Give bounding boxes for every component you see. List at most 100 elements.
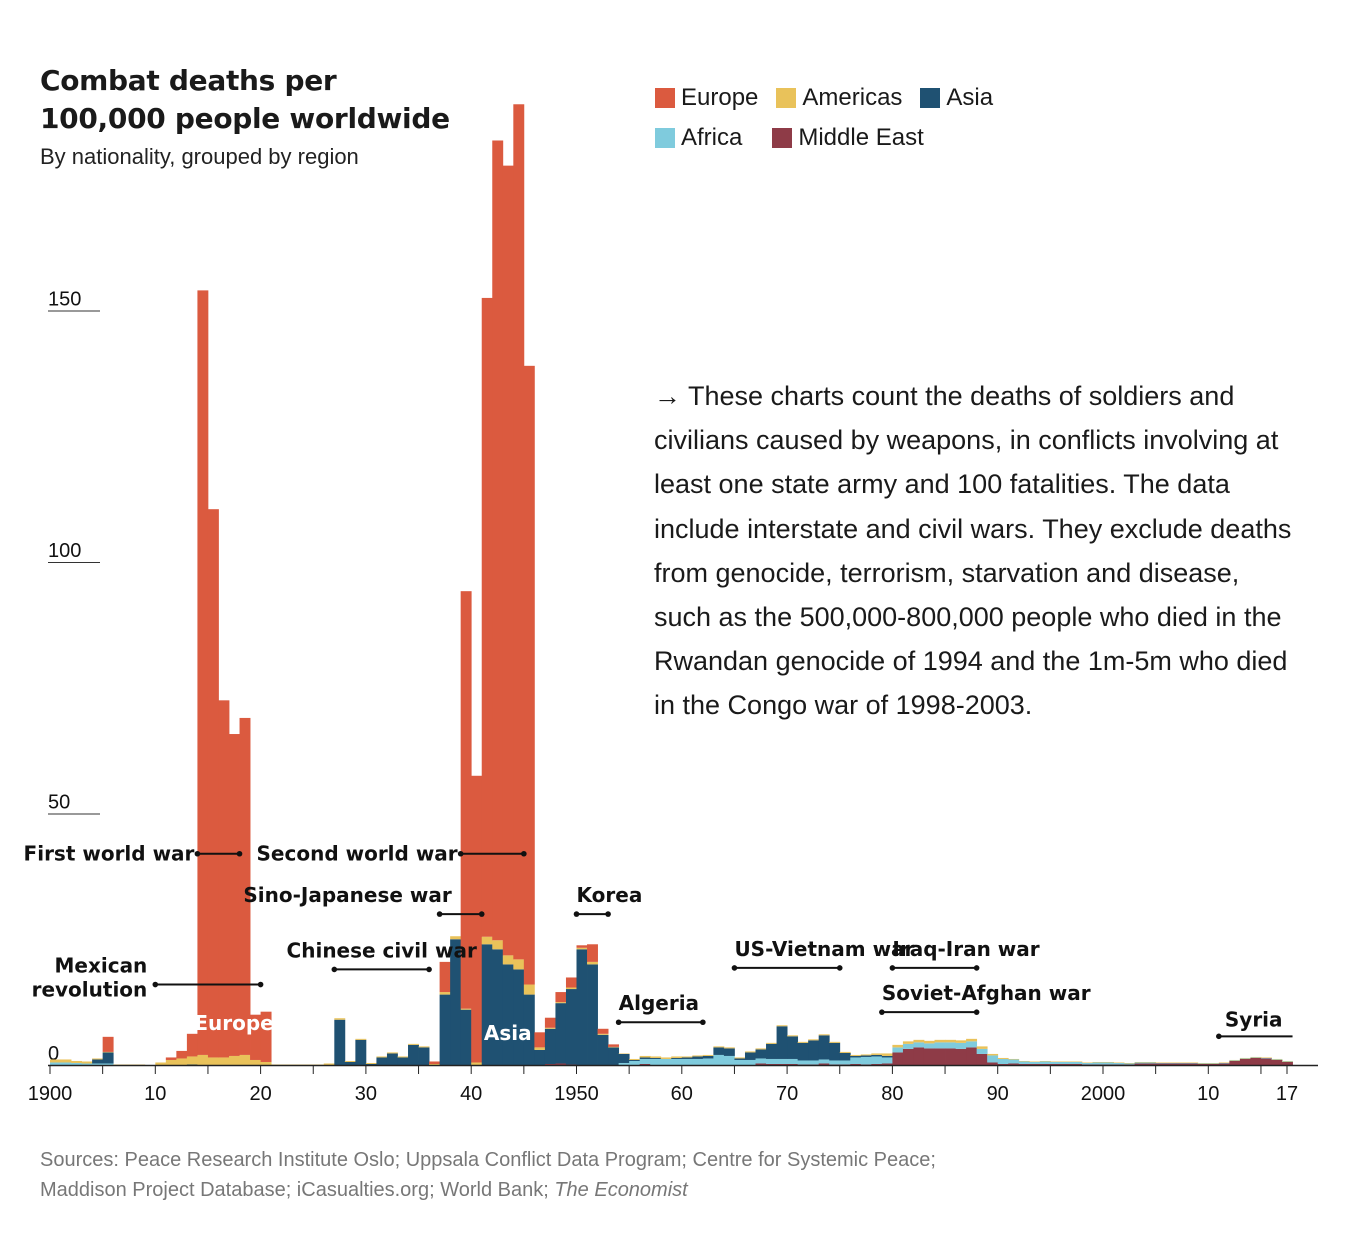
bar-americas xyxy=(818,1034,830,1036)
bar-middle-east xyxy=(1208,1063,1220,1065)
bar-americas xyxy=(1071,1061,1083,1062)
bar-americas xyxy=(1008,1058,1020,1060)
bar-americas xyxy=(618,1053,630,1054)
bar-americas xyxy=(629,1058,641,1060)
bar-americas xyxy=(639,1055,651,1058)
x-tick-label: 1950 xyxy=(554,1083,599,1105)
bar-asia xyxy=(639,1057,651,1059)
bar-americas xyxy=(934,1039,946,1043)
bar-americas xyxy=(966,1038,978,1042)
bar-americas xyxy=(681,1056,693,1058)
bar-africa xyxy=(1260,1057,1272,1059)
bar-americas xyxy=(1018,1060,1030,1062)
bar-middle-east xyxy=(818,1063,830,1065)
bar-americas xyxy=(207,1057,219,1065)
bar-asia xyxy=(713,1047,725,1055)
bar-americas xyxy=(1282,1060,1293,1062)
bar-asia xyxy=(534,1049,546,1065)
bar-asia xyxy=(629,1059,641,1061)
bar-americas xyxy=(50,1059,61,1063)
area-label-europe: Europe xyxy=(194,1011,273,1035)
bar-americas xyxy=(60,1059,72,1063)
bar-middle-east xyxy=(850,1063,862,1065)
bar-asia xyxy=(702,1055,714,1059)
bar-americas xyxy=(1176,1062,1188,1063)
bar-asia xyxy=(418,1047,430,1065)
bar-africa xyxy=(955,1042,967,1049)
annotation-label: revolution xyxy=(32,978,148,1002)
bar-americas xyxy=(660,1057,672,1059)
bar-middle-east xyxy=(902,1048,914,1065)
legend: Europe Americas Asia Africa Middle East xyxy=(655,78,993,158)
bar-asia xyxy=(408,1044,419,1065)
bar-americas xyxy=(439,992,451,995)
bar-americas xyxy=(1103,1061,1114,1063)
legend-swatch-africa xyxy=(655,128,675,148)
bar-americas xyxy=(481,936,493,945)
bar-asia xyxy=(344,1061,356,1065)
bar-americas xyxy=(723,1047,735,1049)
bar-americas xyxy=(881,1053,893,1056)
bar-africa xyxy=(1250,1057,1262,1058)
annotation-label: Second world war xyxy=(257,842,458,866)
bar-americas xyxy=(344,1060,356,1062)
bar-americas xyxy=(471,1062,483,1065)
bar-africa xyxy=(1103,1062,1114,1065)
bar-middle-east xyxy=(955,1048,967,1065)
legend-row: Africa Middle East xyxy=(655,118,993,158)
x-tick-label: 60 xyxy=(671,1083,693,1105)
bar-americas xyxy=(797,1041,809,1043)
annotation-dot xyxy=(879,1009,885,1015)
bar-americas xyxy=(397,1056,409,1058)
bar-middle-east xyxy=(1239,1058,1251,1065)
legend-label-americas: Americas xyxy=(802,84,903,111)
bar-americas xyxy=(302,1064,314,1065)
bar-americas xyxy=(197,1054,209,1065)
bar-middle-east xyxy=(1050,1063,1062,1065)
bar-americas xyxy=(850,1054,862,1056)
annotation-dot xyxy=(436,911,443,917)
bar-africa xyxy=(1008,1059,1020,1064)
bar-middle-east xyxy=(1218,1063,1230,1065)
bar-americas xyxy=(650,1056,662,1058)
bar-africa xyxy=(997,1058,1009,1064)
bar-asia xyxy=(544,1028,556,1064)
bar-africa xyxy=(871,1056,883,1064)
bar-middle-east xyxy=(1134,1063,1146,1065)
bar-africa xyxy=(850,1057,862,1064)
legend-label-middle-east: Middle East xyxy=(798,124,924,151)
annotation-dot xyxy=(836,965,843,971)
bar-africa xyxy=(660,1058,672,1065)
bar-americas xyxy=(1187,1062,1199,1063)
bar-americas xyxy=(1229,1059,1241,1061)
bar-middle-east xyxy=(871,1063,883,1065)
bar-americas xyxy=(987,1053,999,1056)
bar-middle-east xyxy=(966,1047,978,1065)
bar-americas xyxy=(271,1064,283,1065)
bar-americas xyxy=(523,984,535,995)
annotation-dot xyxy=(521,850,527,857)
bar-asia xyxy=(397,1057,409,1065)
bar-americas xyxy=(113,1064,125,1065)
bar-americas xyxy=(565,987,577,990)
bar-americas xyxy=(1029,1061,1041,1062)
bar-asia xyxy=(597,1034,609,1065)
annotation-label: First world war xyxy=(24,842,195,866)
bar-asia xyxy=(681,1057,693,1059)
bar-europe xyxy=(513,104,525,960)
annotation-dot xyxy=(731,965,738,971)
bar-europe xyxy=(565,977,577,988)
bar-middle-east xyxy=(1282,1061,1293,1065)
bar-middle-east xyxy=(934,1048,946,1065)
bar-europe xyxy=(523,365,535,985)
bar-asia xyxy=(797,1042,809,1061)
bar-americas xyxy=(1218,1062,1230,1063)
bar-asia xyxy=(850,1055,862,1058)
bar-asia xyxy=(871,1054,883,1057)
bar-middle-east xyxy=(923,1048,935,1065)
legend-swatch-americas xyxy=(776,88,797,108)
bar-africa xyxy=(776,1058,788,1064)
bar-americas xyxy=(92,1058,104,1060)
bar-middle-east xyxy=(1081,1064,1093,1065)
annotation-dot xyxy=(973,965,980,971)
